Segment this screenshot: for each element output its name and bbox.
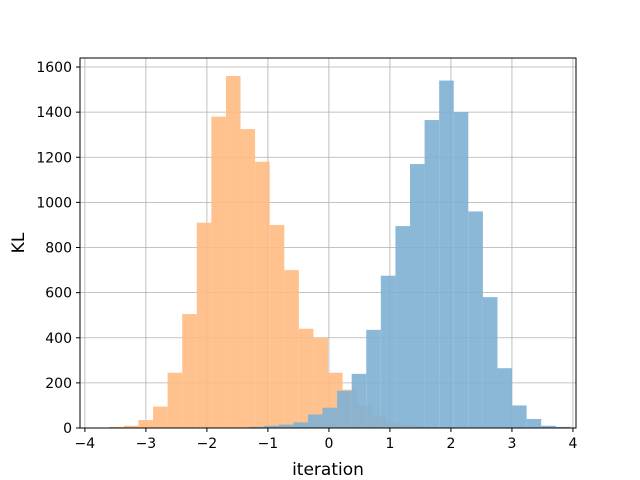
histogram-bar-series-2 — [468, 211, 483, 428]
x-tick-label: 2 — [446, 436, 455, 452]
x-tick-label: 4 — [568, 436, 577, 452]
histogram-bar-series-1 — [225, 76, 241, 429]
y-tick-label: 1400 — [36, 105, 72, 121]
histogram-bar-series-2 — [526, 418, 542, 428]
histogram-bar-series-1 — [298, 328, 314, 428]
histogram-bar-series-2 — [512, 405, 527, 428]
histogram-bar-series-1 — [109, 426, 124, 428]
y-tick-label: 200 — [45, 376, 72, 392]
y-axis-ticks: 0 200 400 600 800 1000 1200 1400 1600 — [36, 60, 80, 437]
y-tick-label: 800 — [45, 241, 72, 257]
histogram-bar-series-2 — [482, 297, 498, 428]
x-tick-label: −3 — [136, 436, 157, 452]
plot-frame — [79, 57, 577, 429]
histogram-bar-series-1 — [284, 270, 299, 428]
histogram-bar-series-2 — [497, 368, 513, 428]
histogram-bar-series-2 — [278, 424, 294, 428]
histogram-bar-series-1 — [167, 372, 183, 428]
histogram-bar-series-1 — [211, 116, 226, 428]
histogram-bar-series-2 — [337, 390, 352, 428]
histogram-bar-series-2 — [424, 120, 440, 428]
x-axis-label: iteration — [292, 460, 364, 480]
x-tick-label: 1 — [385, 436, 394, 452]
histogram-bar-series-2 — [366, 329, 381, 428]
histogram-bar-series-1 — [255, 161, 270, 428]
histogram-bar-series-2 — [555, 426, 571, 428]
histogram-bar-series-1 — [196, 222, 212, 428]
histogram-bar-series-1 — [313, 337, 328, 428]
histogram-bar-series-1 — [240, 129, 256, 428]
histogram-bar-series-2 — [395, 226, 410, 428]
histogram-bar-series-2 — [380, 275, 396, 428]
histogram-bar-series-2 — [541, 425, 556, 428]
histogram-bar-series-1 — [182, 314, 197, 428]
y-tick-label: 1600 — [36, 60, 72, 76]
histogram-bar-series-2 — [249, 426, 265, 428]
x-tick-label: 3 — [507, 436, 516, 452]
histogram-bar-series-2 — [439, 80, 454, 428]
y-tick-label: 1200 — [36, 150, 72, 166]
histogram-bar-series-2 — [293, 422, 308, 428]
histogram-bar-series-2 — [322, 407, 338, 428]
x-tick-label: 0 — [324, 436, 333, 452]
y-tick-label: 600 — [45, 286, 72, 302]
histogram-bar-series-2 — [351, 373, 367, 428]
x-tick-label: −1 — [258, 436, 279, 452]
x-tick-label: −4 — [75, 436, 96, 452]
histogram-bar-series-2 — [453, 112, 469, 429]
histogram-bar-series-1 — [123, 425, 139, 428]
histogram-bar-series-1 — [153, 406, 168, 428]
histogram-bars — [109, 76, 571, 429]
y-tick-label: 1000 — [36, 195, 72, 211]
histogram-bar-series-1 — [269, 224, 285, 428]
x-tick-label: −2 — [197, 436, 218, 452]
histogram-bar-series-2 — [307, 414, 323, 428]
y-tick-label: 400 — [45, 331, 72, 347]
histogram-bar-series-1 — [138, 420, 154, 428]
y-tick-label: 0 — [63, 421, 72, 437]
x-axis-ticks: −4 −3 −2 −1 0 1 2 3 4 — [75, 428, 577, 452]
histogram-bar-series-2 — [264, 425, 279, 428]
y-axis-label: KL — [9, 232, 29, 253]
histogram-bar-series-2 — [409, 164, 425, 428]
